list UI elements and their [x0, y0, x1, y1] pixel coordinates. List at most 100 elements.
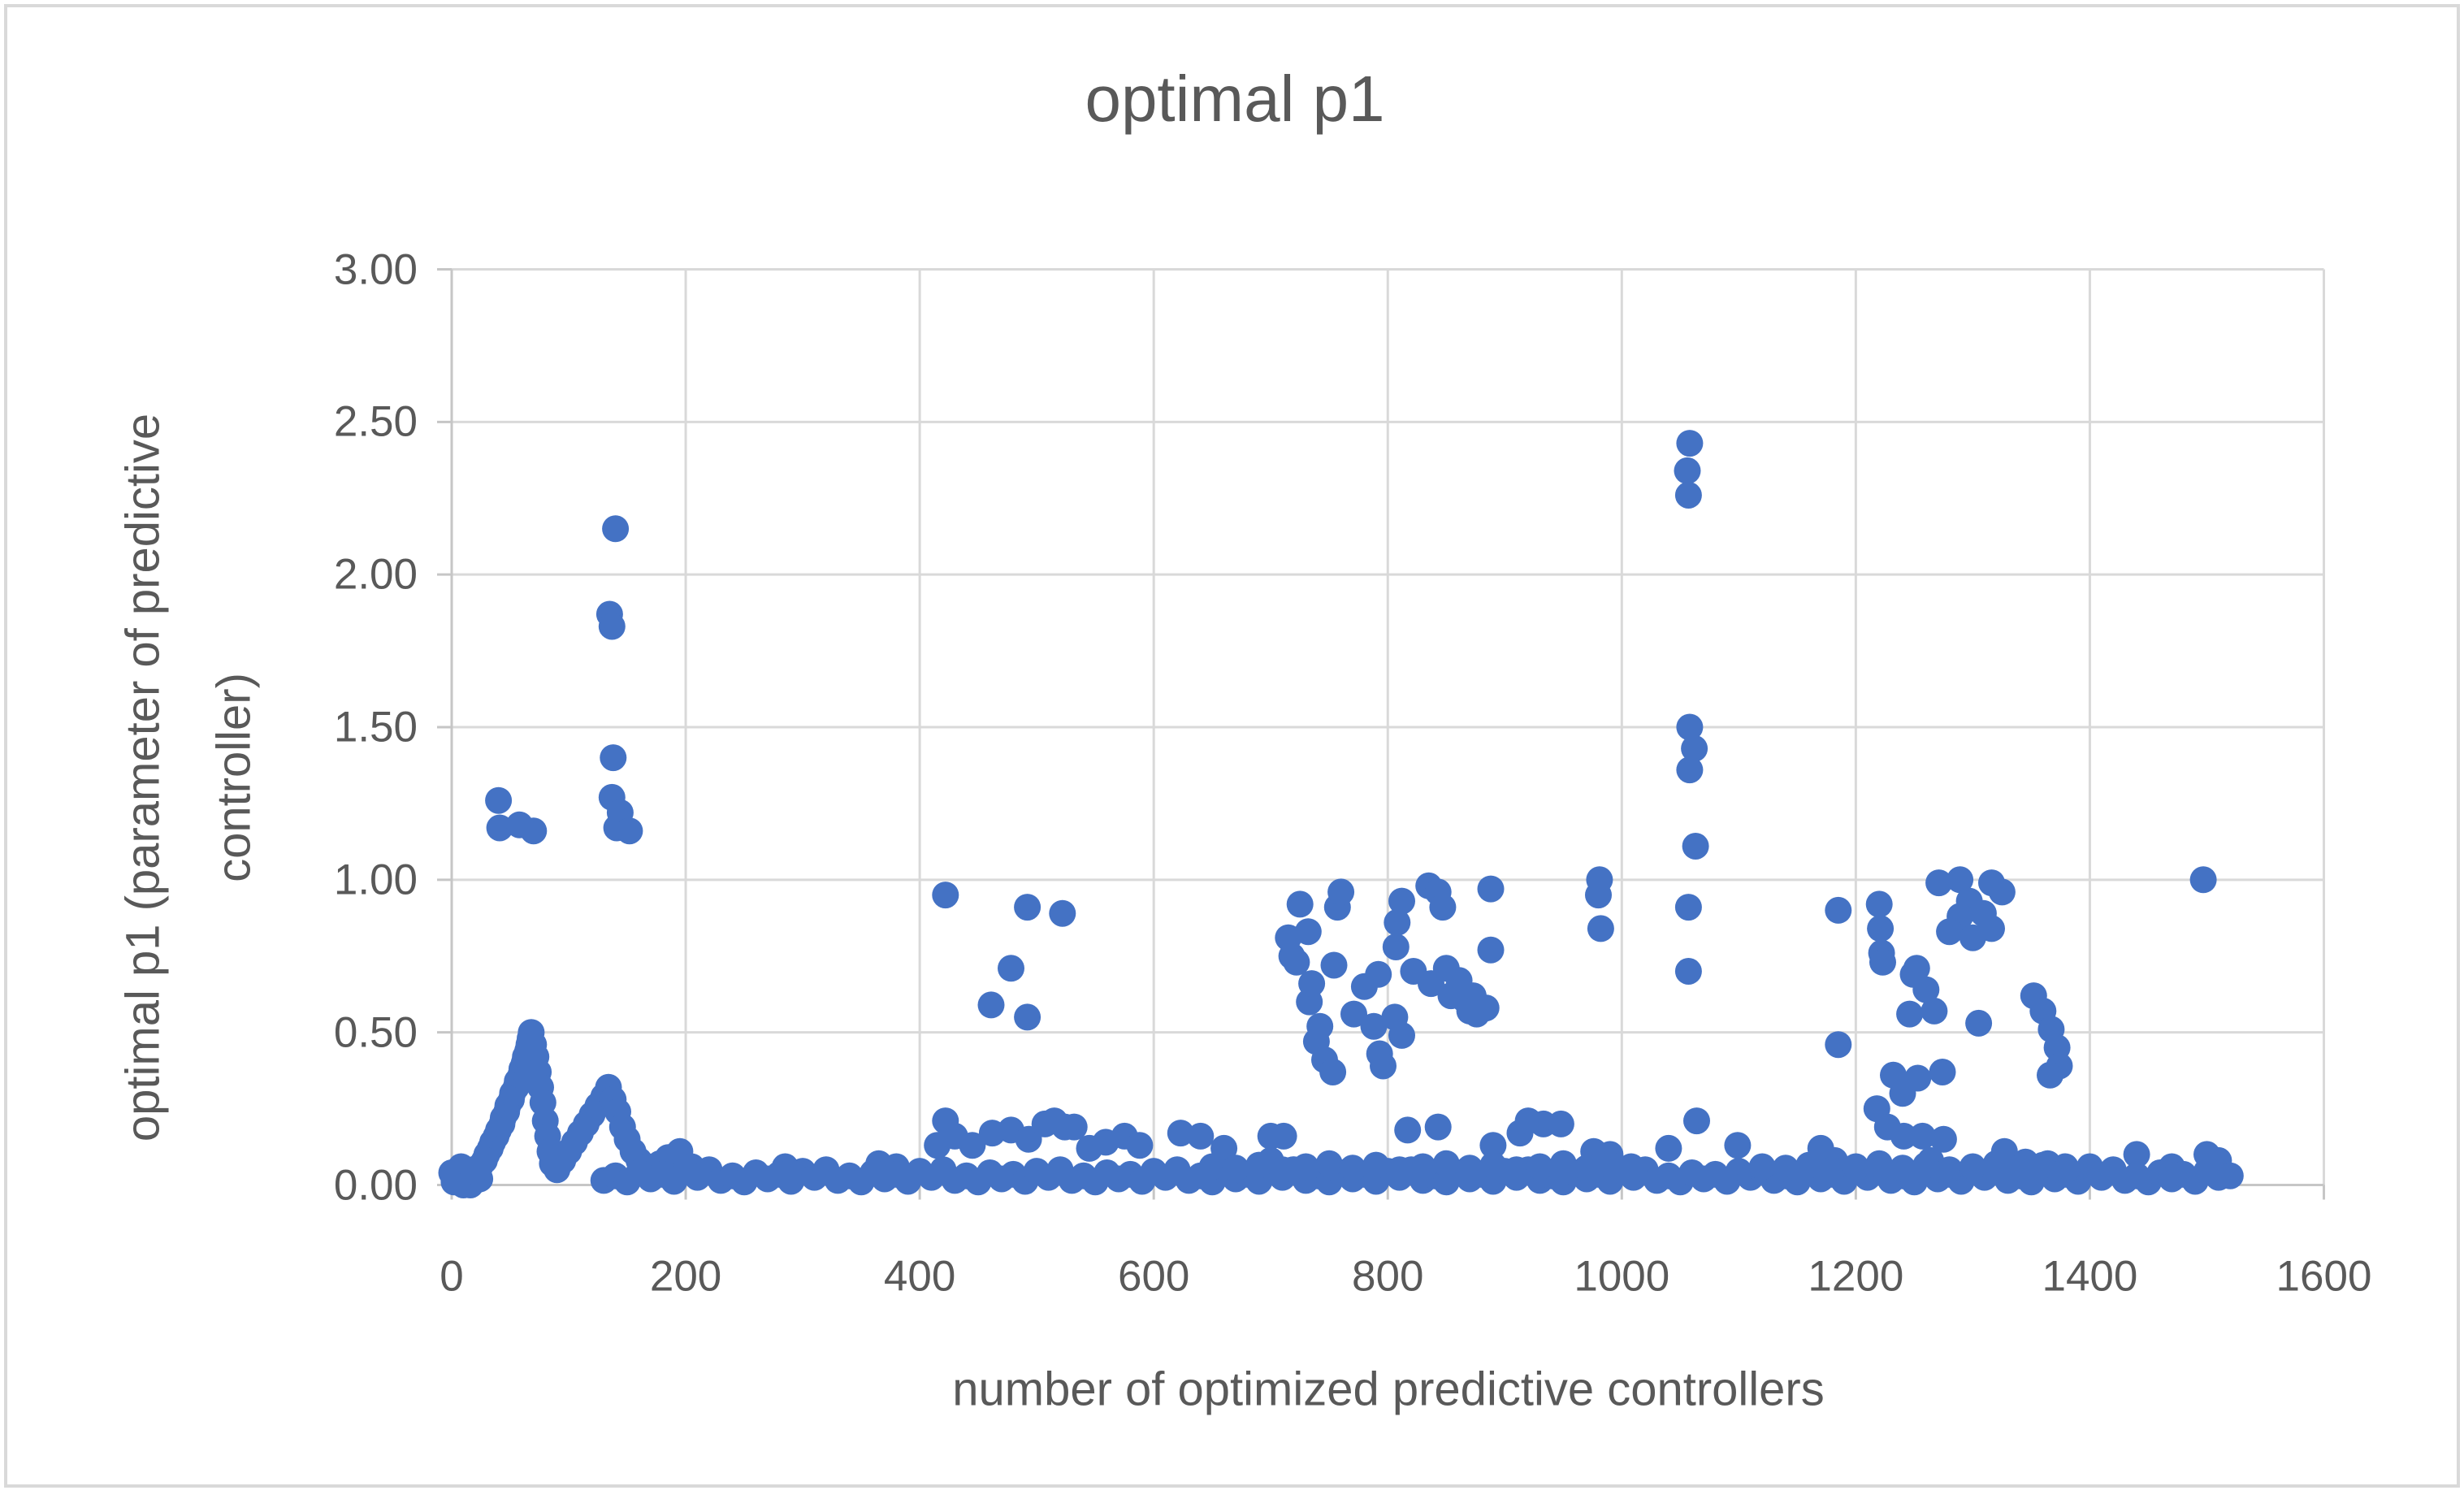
data-point	[602, 515, 630, 543]
data-point	[1982, 1150, 2010, 1177]
data-point	[1620, 1156, 1648, 1184]
data-point	[1477, 936, 1505, 964]
data-point	[1222, 1155, 1249, 1182]
data-point	[1865, 890, 1893, 918]
data-point	[1386, 1156, 1414, 1184]
data-point	[1339, 1155, 1366, 1182]
data-point	[959, 1132, 986, 1159]
data-point	[1795, 1151, 1823, 1179]
y-axis-title-line1: optimal p1 (parameter of predictive	[116, 413, 170, 1142]
data-point	[977, 991, 1005, 1019]
data-point	[1825, 1031, 1852, 1059]
data-point	[2029, 1151, 2057, 1179]
x-tick-label: 0	[440, 1252, 464, 1300]
data-point	[1904, 1064, 1932, 1092]
data-point	[1929, 1059, 1956, 1085]
data-point	[1479, 1132, 1507, 1159]
data-point	[1306, 1012, 1334, 1040]
data-point	[1865, 1150, 1893, 1177]
data-point	[1014, 894, 1041, 921]
data-point	[1676, 430, 1704, 457]
data-point	[1925, 869, 1953, 897]
y-axis-title-line2: controller)	[207, 673, 261, 882]
plot-svg	[437, 268, 2325, 1200]
data-point	[1842, 1153, 1869, 1181]
data-point	[1410, 1153, 1436, 1181]
data-point	[1365, 960, 1392, 988]
data-point	[1965, 1009, 1993, 1037]
data-point	[1674, 894, 1702, 921]
data-point	[1676, 713, 1704, 741]
data-point	[2053, 1156, 2081, 1184]
data-point	[1655, 1134, 1682, 1162]
data-point	[600, 744, 627, 772]
data-point	[1889, 1155, 1916, 1182]
data-point	[1382, 934, 1410, 960]
y-tick-label: 2.00	[333, 550, 418, 599]
data-point	[1384, 908, 1411, 936]
data-point	[1681, 734, 1708, 762]
data-point	[1674, 457, 1701, 484]
data-point	[1167, 1120, 1194, 1147]
data-point	[1772, 1155, 1799, 1182]
data-point	[1676, 756, 1704, 784]
data-point	[1724, 1132, 1752, 1159]
data-point	[1270, 1122, 1297, 1150]
data-point	[1819, 1156, 1847, 1184]
data-point	[598, 613, 626, 640]
data-point	[1748, 1153, 1776, 1181]
data-point	[1912, 976, 1940, 1003]
data-point	[1014, 1003, 1041, 1031]
data-point	[1362, 1151, 1390, 1179]
y-tick-label: 1.00	[333, 856, 418, 904]
x-tick-label: 400	[883, 1252, 956, 1300]
x-tick-label: 1200	[1808, 1252, 1904, 1300]
data-point	[1674, 958, 1702, 985]
data-point	[1319, 1059, 1347, 1085]
data-point	[932, 882, 959, 909]
data-point	[1294, 918, 1322, 946]
data-point	[1479, 1151, 1507, 1179]
data-point	[616, 817, 643, 845]
data-point	[1126, 1132, 1154, 1159]
data-point	[1596, 1151, 1624, 1179]
data-point	[1298, 970, 1326, 998]
x-tick-label: 200	[649, 1252, 722, 1300]
data-point	[1269, 1156, 1297, 1184]
chart-card: optimal p1 number of optimized predictiv…	[4, 4, 2460, 1488]
data-point	[1674, 482, 1702, 509]
data-point	[1472, 994, 1500, 1022]
data-point	[1340, 1000, 1367, 1028]
y-tick-label: 1.50	[333, 703, 418, 752]
data-point	[1978, 915, 2005, 942]
data-point	[1388, 1021, 1415, 1049]
data-point	[1890, 1122, 1917, 1150]
data-point	[1988, 878, 2016, 906]
data-point	[1424, 1113, 1452, 1141]
data-point	[1959, 1153, 1986, 1181]
data-point	[2006, 1155, 2033, 1182]
x-tick-label: 800	[1352, 1252, 1424, 1300]
y-tick-label: 3.00	[333, 245, 418, 293]
data-point	[1936, 918, 1964, 946]
data-point	[1187, 1122, 1215, 1150]
data-point	[1394, 1116, 1422, 1144]
data-point	[1549, 1150, 1577, 1177]
data-point	[1292, 1153, 1319, 1181]
x-tick-label: 1400	[2042, 1252, 2138, 1300]
data-point	[2189, 866, 2217, 894]
data-point	[1327, 878, 1355, 906]
y-tick-label: 0.50	[333, 1008, 418, 1057]
data-point	[1360, 1012, 1388, 1040]
data-point	[1936, 1156, 1964, 1184]
data-point	[485, 786, 513, 814]
data-point	[1909, 1122, 1936, 1150]
data-point	[1388, 887, 1415, 915]
data-point	[1429, 894, 1457, 921]
data-point	[2123, 1141, 2150, 1168]
data-point	[1370, 1052, 1397, 1080]
data-point	[1049, 899, 1076, 927]
data-point	[1198, 1153, 1226, 1181]
data-point	[520, 817, 548, 845]
data-point	[1587, 915, 1614, 942]
